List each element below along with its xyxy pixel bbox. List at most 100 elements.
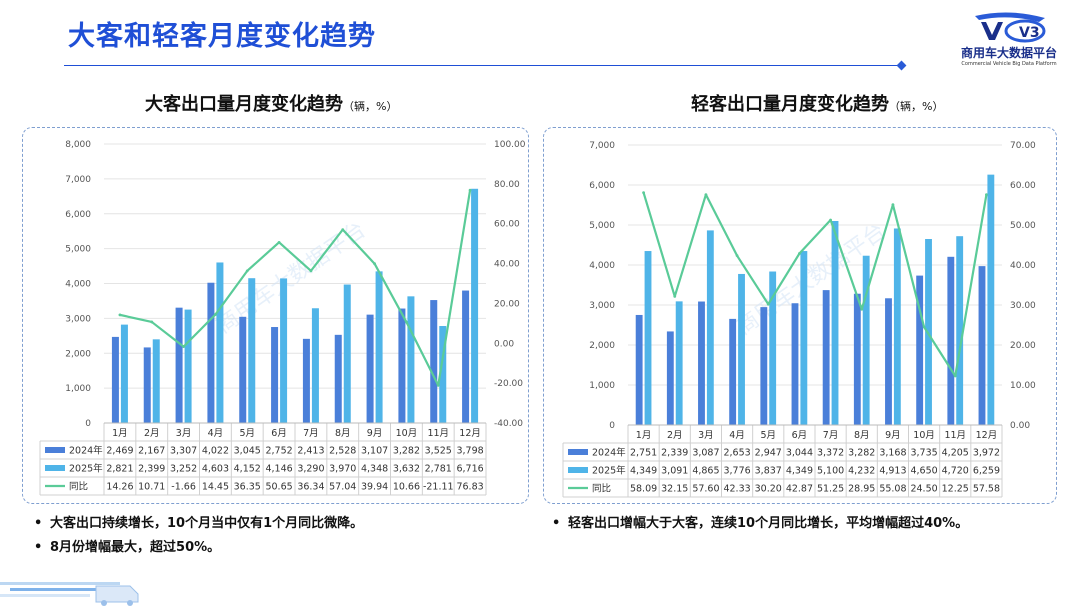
left-notes: • 大客出口持续增长，10个月当中仅有1个月同比微降。 • 8月份增幅最大，超过50…: [34, 512, 363, 560]
y-left-tick-label: 7,000: [65, 175, 91, 185]
table-cell: 10.66: [393, 482, 420, 493]
x-tick-label: 9月: [885, 430, 901, 441]
y-left-tick-label: 5,000: [589, 221, 615, 231]
x-tick-label: 8月: [335, 428, 351, 439]
bar-2025: [439, 326, 447, 423]
yoy-point: [341, 228, 345, 232]
yoy-point: [118, 313, 122, 317]
bar-2024: [430, 300, 438, 423]
table-cell: 2,751: [630, 448, 657, 459]
x-tick-label: 1月: [636, 430, 652, 441]
bar-2025: [248, 278, 256, 423]
table-cell: 3,970: [329, 464, 356, 475]
table-cell: 3,837: [755, 466, 782, 477]
table-cell: 3,045: [234, 446, 261, 457]
y-left-tick-label: 1,000: [65, 384, 91, 394]
bar-2024: [666, 331, 674, 425]
legend-label: 2025年: [592, 465, 626, 477]
table-cell: 2,167: [138, 446, 165, 457]
yoy-point: [214, 313, 217, 316]
yoy-point: [953, 374, 957, 378]
left-note-text: 大客出口持续增长，10个月当中仅有1个月同比微降。: [50, 516, 364, 531]
bar-2024: [853, 293, 861, 425]
table-cell: 3,282: [393, 446, 420, 457]
table-cell: 4,348: [361, 464, 388, 475]
table-cell: 50.65: [265, 482, 292, 493]
table-cell: 3,972: [973, 448, 1000, 459]
bar-2025: [152, 339, 160, 423]
bar-2025: [800, 251, 808, 425]
y-left-tick-label: 4,000: [589, 261, 615, 271]
chart2-title-text: 轻客出口量月度变化趋势: [691, 94, 889, 115]
chart2-title: 轻客出口量月度变化趋势（辆，%）: [691, 90, 943, 116]
table-cell: 3,798: [456, 446, 483, 457]
table-cell: 4,913: [879, 466, 906, 477]
table-cell: 36.34: [297, 482, 324, 493]
bar-2025: [216, 262, 224, 423]
y-right-tick-label: 60.00: [494, 220, 520, 230]
yoy-point: [277, 240, 281, 244]
chart1-unit: （辆，%）: [343, 100, 398, 113]
y-left-tick-label: 0: [85, 419, 91, 429]
y-right-tick-label: 80.00: [494, 180, 520, 190]
yoy-point: [829, 218, 832, 222]
logo-mark-text: V3: [1019, 25, 1040, 41]
table-cell: 3,307: [170, 446, 197, 457]
y-right-tick-label: 50.00: [1010, 221, 1036, 231]
bar-2024: [302, 338, 310, 423]
table-cell: 2,821: [106, 464, 133, 475]
yoy-line: [119, 189, 472, 387]
right-notes: • 轻客出口增幅大于大客，连续10个月同比增长，平均增幅超过40%。: [552, 512, 968, 536]
table-cell: 5,100: [817, 466, 844, 477]
y-right-tick-label: -40.00: [494, 419, 523, 429]
table-cell: 3,282: [848, 448, 875, 459]
bar-2024: [207, 282, 215, 423]
x-tick-label: 10月: [396, 428, 418, 439]
x-tick-label: 7月: [303, 428, 319, 439]
table-cell: 30.20: [755, 484, 782, 495]
table-cell: 28.95: [848, 484, 875, 495]
yoy-point: [468, 188, 472, 192]
bar-2025: [675, 301, 683, 425]
bar-2024: [366, 314, 374, 423]
legend-swatch: [45, 465, 65, 471]
table-cell: 14.45: [202, 482, 229, 493]
legend-label: 2025年: [69, 463, 103, 475]
yoy-point: [735, 254, 739, 258]
x-tick-label: 5月: [239, 428, 255, 439]
yoy-point: [436, 383, 440, 387]
y-right-tick-label: 0.00: [1010, 421, 1030, 431]
table-cell: 2,528: [329, 446, 356, 457]
x-tick-label: 9月: [367, 428, 383, 439]
logo-mark-icon: V3: [975, 12, 1046, 43]
table-cell: 14.26: [106, 482, 133, 493]
y-right-tick-label: 40.00: [1010, 261, 1036, 271]
y-left-tick-label: 2,000: [589, 341, 615, 351]
x-tick-label: 1月: [112, 428, 128, 439]
yoy-point: [766, 302, 770, 306]
y-right-tick-label: 100.00: [494, 140, 526, 150]
y-right-tick-label: 30.00: [1010, 301, 1036, 311]
y-right-tick-label: 60.00: [1010, 181, 1036, 191]
table-cell: 42.87: [786, 484, 813, 495]
x-tick-label: 4月: [208, 428, 224, 439]
x-tick-label: 12月: [976, 430, 998, 441]
yoy-point: [704, 193, 708, 197]
legend-swatch: [568, 467, 588, 473]
table-cell: 3,168: [879, 448, 906, 459]
table-cell: 42.33: [723, 484, 750, 495]
table-cell: 3,525: [425, 446, 452, 457]
table-cell: 24.50: [910, 484, 937, 495]
bar-2024: [947, 256, 955, 425]
y-left-tick-label: 8,000: [65, 140, 91, 150]
logo: V3 商用车大数据平台 Commercial Vehicle Big Data …: [955, 10, 1063, 72]
table-cell: 36.35: [234, 482, 261, 493]
table-cell: 4,720: [942, 466, 969, 477]
table-cell: 3,735: [910, 448, 937, 459]
y-left-tick-label: 3,000: [589, 301, 615, 311]
left-note-text: 8月份增幅最大，超过50%。: [50, 540, 221, 555]
table-cell: -21.11: [423, 482, 454, 493]
bar-2025: [120, 324, 128, 423]
